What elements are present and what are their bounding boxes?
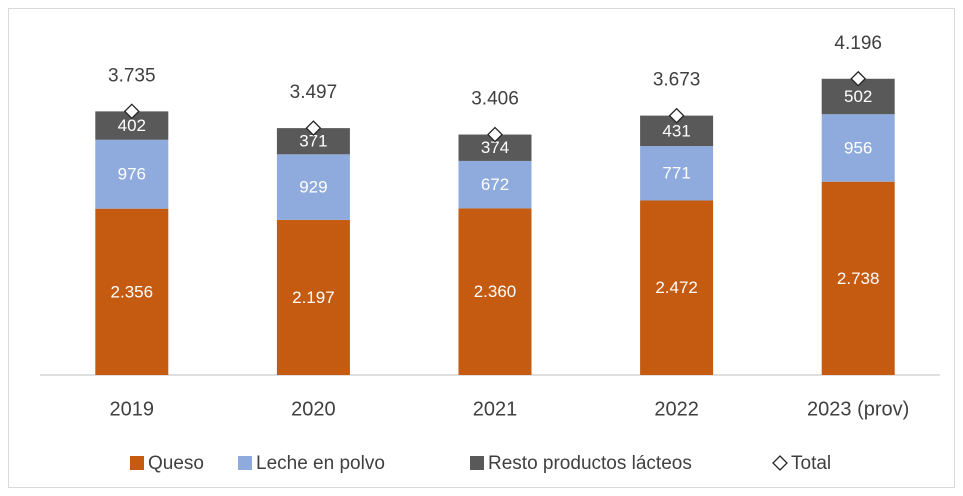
bar-segment xyxy=(458,160,532,209)
legend-label: Leche en polvo xyxy=(256,453,385,474)
total-label: 3.406 xyxy=(471,89,519,110)
bar-segment xyxy=(95,139,169,209)
x-tick-label: 2022 xyxy=(654,398,699,420)
value-label: 2.472 xyxy=(655,278,698,297)
bar-segment xyxy=(276,154,350,220)
total-label: 3.735 xyxy=(108,65,156,86)
total-label: 3.497 xyxy=(290,82,338,103)
total-marker xyxy=(305,120,322,137)
value-label: 2.738 xyxy=(837,269,880,288)
total-marker xyxy=(487,126,503,143)
legend-marker xyxy=(130,456,144,470)
total-label: 4.196 xyxy=(834,33,882,54)
legend-marker xyxy=(470,456,484,470)
x-tick-label: 2023 (prov) xyxy=(807,398,909,420)
bar-segment xyxy=(640,200,714,375)
x-tick-label: 2019 xyxy=(110,398,155,420)
bar-segment xyxy=(821,114,895,182)
x-tick-label: 2021 xyxy=(473,398,518,420)
value-label: 672 xyxy=(481,175,509,194)
value-label: 929 xyxy=(299,178,327,197)
bar-segment xyxy=(276,219,350,375)
value-label: 402 xyxy=(118,116,146,135)
legend-marker xyxy=(772,455,788,471)
total-marker xyxy=(850,70,867,87)
value-label: 2.356 xyxy=(111,282,154,301)
bar-segment xyxy=(95,208,169,375)
value-label: 976 xyxy=(118,165,146,184)
value-label: 956 xyxy=(844,138,872,157)
x-tick-label: 2020 xyxy=(291,398,336,420)
legend-label: Queso xyxy=(148,453,204,474)
value-label: 431 xyxy=(662,121,690,140)
bar-segment xyxy=(640,146,714,201)
legend-label: Total xyxy=(791,453,831,474)
value-label: 371 xyxy=(299,132,327,151)
legend-marker xyxy=(238,456,252,470)
bar-segment xyxy=(821,181,895,375)
value-label: 502 xyxy=(844,87,872,106)
value-label: 2.197 xyxy=(292,288,335,307)
value-label: 2.360 xyxy=(474,282,517,301)
value-label: 374 xyxy=(481,138,509,157)
total-label: 3.673 xyxy=(653,70,701,91)
legend-label: Resto productos lácteos xyxy=(488,453,692,474)
value-label: 771 xyxy=(662,164,690,183)
bar-segment xyxy=(458,208,532,375)
total-marker xyxy=(668,107,685,124)
total-marker xyxy=(123,103,140,120)
